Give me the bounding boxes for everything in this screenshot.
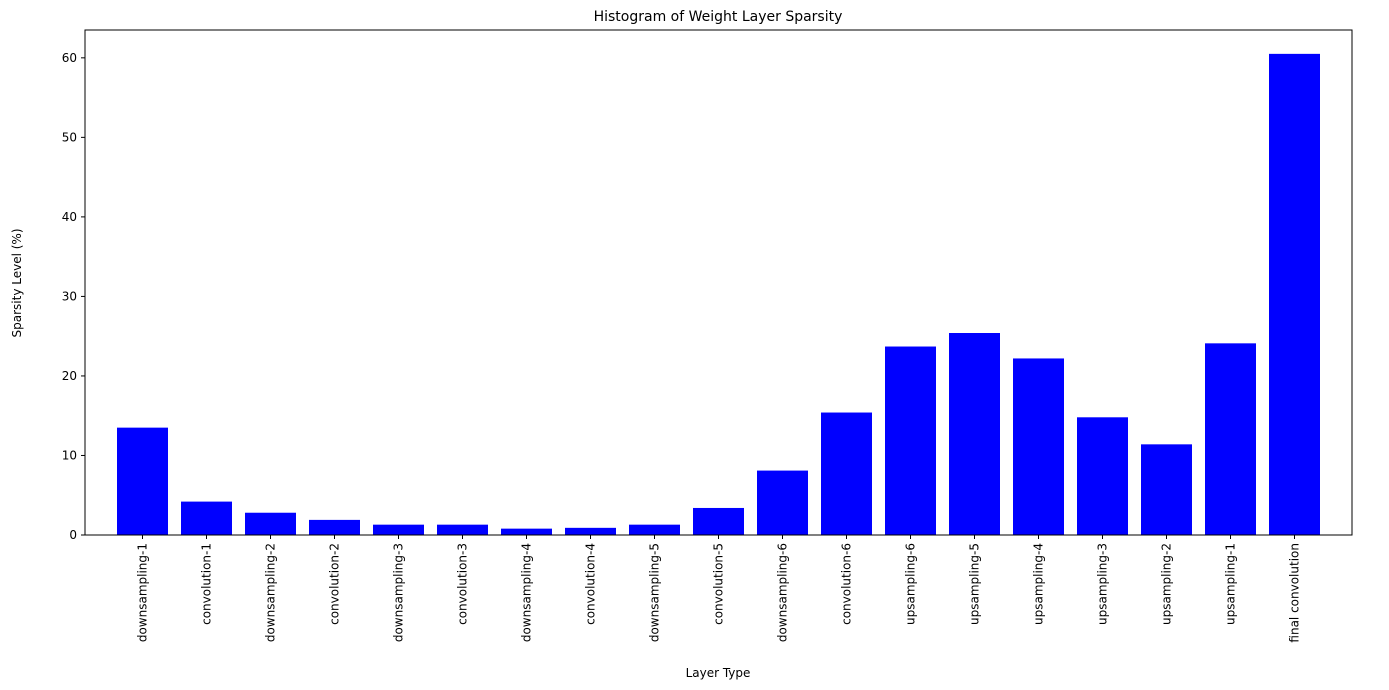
x-tick-label: upsampling-6 bbox=[904, 543, 918, 625]
y-tick-label: 20 bbox=[62, 369, 77, 383]
x-tick-label: convolution-3 bbox=[456, 543, 470, 625]
y-tick-label: 40 bbox=[62, 210, 77, 224]
bar-13 bbox=[885, 346, 936, 535]
x-tick-label: upsampling-2 bbox=[1160, 543, 1174, 625]
x-tick-label: final convolution bbox=[1288, 543, 1302, 643]
bar-19 bbox=[1269, 53, 1320, 536]
x-tick-label: convolution-6 bbox=[840, 543, 854, 625]
x-tick-label: upsampling-5 bbox=[968, 543, 982, 625]
x-tick-label: upsampling-4 bbox=[1032, 543, 1046, 625]
x-tick-label: upsampling-1 bbox=[1224, 543, 1238, 625]
x-tick-label: downsampling-6 bbox=[776, 543, 790, 642]
bar-3 bbox=[245, 512, 296, 535]
bar-10 bbox=[693, 507, 744, 535]
bar-5 bbox=[373, 524, 424, 535]
bar-18 bbox=[1205, 343, 1256, 535]
y-axis: 0 10 20 30 40 50 60 bbox=[62, 51, 85, 542]
y-tick-label: 60 bbox=[62, 51, 77, 65]
bar-6 bbox=[437, 524, 488, 535]
x-tick-label: downsampling-3 bbox=[392, 543, 406, 642]
bar-7 bbox=[501, 528, 552, 535]
bar-8 bbox=[565, 527, 616, 535]
bar-15 bbox=[1013, 358, 1064, 535]
x-tick-label: upsampling-3 bbox=[1096, 543, 1110, 625]
bars-group bbox=[117, 53, 1320, 536]
y-tick-label: 10 bbox=[62, 448, 77, 462]
x-tick-label: downsampling-2 bbox=[264, 543, 278, 642]
y-tick-label: 0 bbox=[69, 528, 77, 542]
chart-title: Histogram of Weight Layer Sparsity bbox=[594, 9, 843, 25]
bar-12 bbox=[821, 412, 872, 535]
bar-11 bbox=[757, 470, 808, 535]
bar-1 bbox=[117, 427, 168, 535]
y-tick-label: 50 bbox=[62, 130, 77, 144]
bar-9 bbox=[629, 524, 680, 535]
x-axis: downsampling-1 convolution-1 downsampling-… bbox=[136, 535, 1302, 643]
x-tick-label: convolution-5 bbox=[712, 543, 726, 625]
bar-17 bbox=[1141, 444, 1192, 535]
x-tick-label: downsampling-5 bbox=[648, 543, 662, 642]
x-tick-label: convolution-4 bbox=[584, 543, 598, 625]
x-axis-label: Layer Type bbox=[686, 666, 751, 680]
x-tick-label: downsampling-1 bbox=[136, 543, 150, 642]
y-tick-label: 30 bbox=[62, 289, 77, 303]
bar-4 bbox=[309, 519, 360, 535]
y-axis-label: Sparsity Level (%) bbox=[10, 229, 24, 338]
bar-16 bbox=[1077, 417, 1128, 535]
bar-14 bbox=[949, 333, 1000, 535]
x-tick-label: downsampling-4 bbox=[520, 543, 534, 642]
x-tick-label: convolution-1 bbox=[200, 543, 214, 625]
bar-2 bbox=[181, 501, 232, 535]
x-tick-label: convolution-2 bbox=[328, 543, 342, 625]
